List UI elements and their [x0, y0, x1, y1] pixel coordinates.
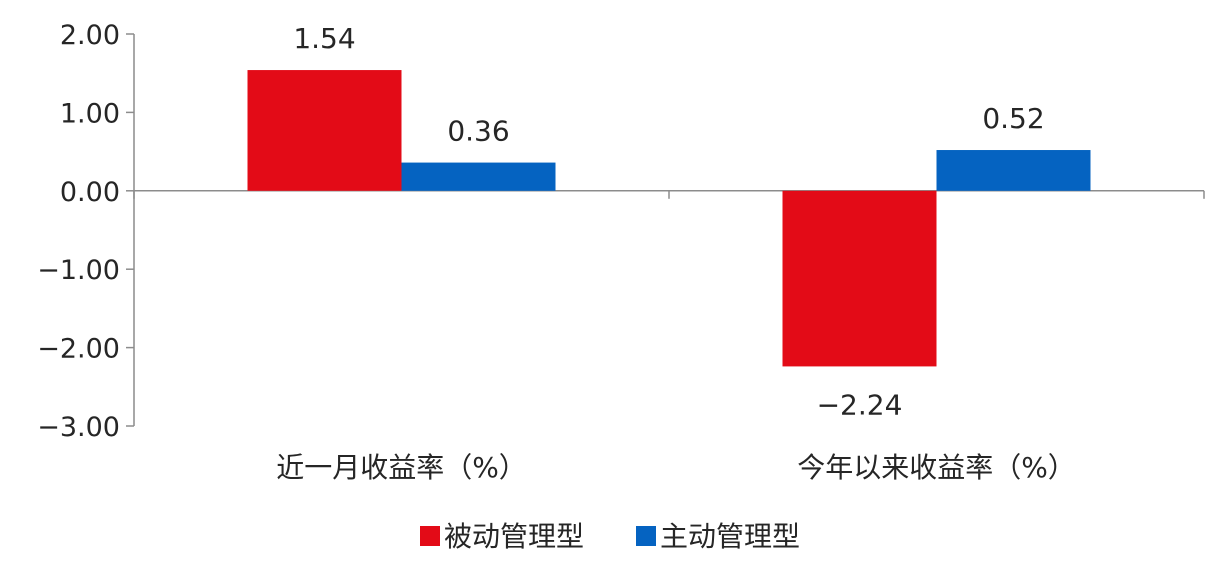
data-label: 0.36: [447, 115, 509, 148]
bar-active-1: [936, 150, 1091, 191]
bar-passive-0: [247, 70, 402, 191]
y-tick-label: 1.00: [60, 98, 120, 129]
legend-swatch: [420, 526, 440, 546]
bars-layer: [247, 70, 1091, 367]
y-tick-label: −3.00: [37, 412, 120, 443]
x-category-label: 今年以来收益率（%）: [797, 451, 1076, 484]
y-tick-label: −2.00: [37, 334, 120, 365]
data-label: 0.52: [982, 102, 1044, 135]
legend-label: 主动管理型: [660, 520, 800, 553]
legend-swatch: [636, 526, 656, 546]
axes-layer: 2.00 1.00 0.00 −1.00 −2.00 −3.00: [37, 20, 1205, 443]
labels-layer: 1.54 0.36 近一月收益率（%） −2.24 0.52 今年以来收益率（%）: [276, 22, 1076, 484]
y-tick-label: −1.00: [37, 255, 120, 286]
bar-passive-1: [782, 190, 937, 367]
legend-label: 被动管理型: [444, 520, 584, 553]
x-category-label: 近一月收益率（%）: [276, 451, 527, 484]
y-tick-label: 0.00: [60, 177, 120, 208]
legend: 被动管理型 主动管理型: [420, 520, 800, 553]
y-tick-label: 2.00: [60, 20, 120, 51]
bar-active-0: [401, 162, 556, 191]
data-label: 1.54: [293, 22, 355, 55]
data-label: −2.24: [817, 388, 903, 421]
